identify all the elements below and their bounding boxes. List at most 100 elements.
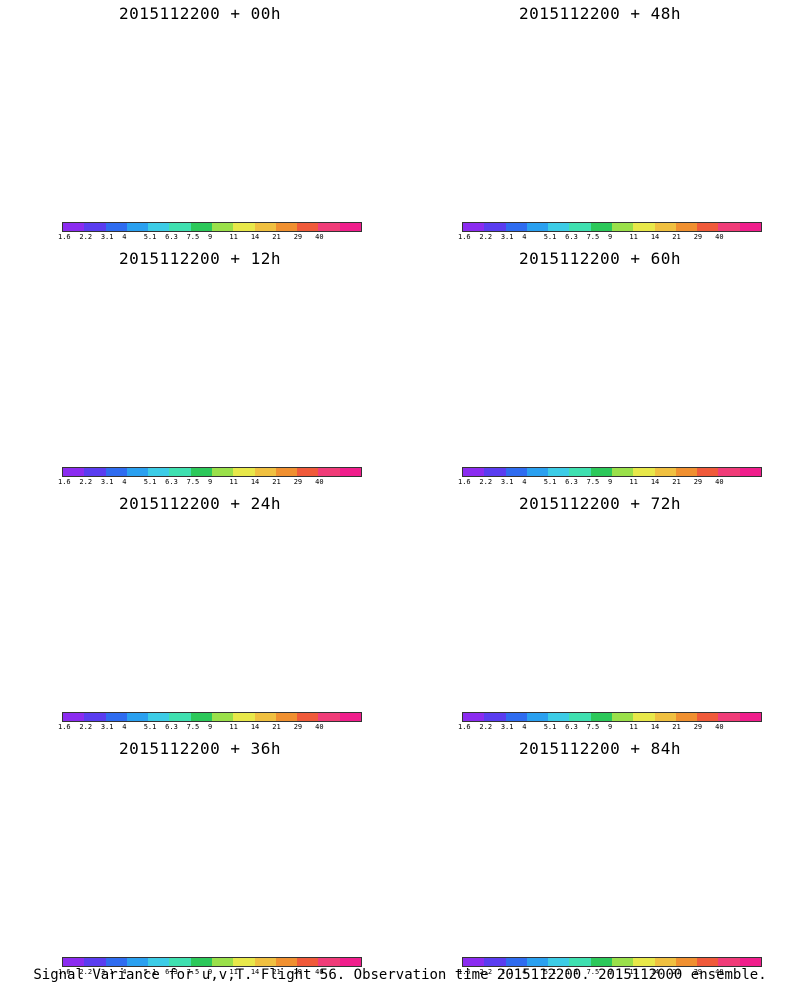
colorbar-label: 7.5 — [586, 723, 600, 731]
panel-title: 2015112200 + 48h — [518, 4, 682, 23]
colorbar-segment — [633, 713, 655, 721]
contour-blob — [487, 863, 590, 925]
graticule-line — [466, 490, 515, 675]
contour-blob — [575, 777, 703, 854]
contour-blob — [602, 853, 652, 883]
contour-blob — [485, 378, 556, 421]
colorbar-label: 7.5 — [186, 478, 200, 486]
contour-blob — [582, 832, 691, 898]
contour-blob — [558, 578, 724, 677]
colorbar-segment — [233, 468, 255, 476]
graticule-line — [466, 735, 515, 920]
contour-blob — [614, 564, 779, 663]
graticule-line — [66, 0, 115, 185]
contour-blob — [672, 561, 740, 602]
contour-blob — [256, 574, 366, 640]
contour-blob — [497, 89, 615, 160]
graticule-line — [243, 0, 268, 200]
colorbar-segment — [675, 468, 698, 476]
colorbar-label: 21 — [272, 478, 281, 486]
map-background — [0, 490, 400, 710]
colorbar-segment — [484, 468, 506, 476]
colorbar-segment — [484, 958, 506, 966]
contour-blob — [176, 780, 294, 851]
colorbar-label: 7.5 — [186, 233, 200, 241]
colorbar-label: 11 — [629, 233, 638, 241]
colorbar-segment — [654, 468, 676, 476]
colorbar-segment — [505, 958, 527, 966]
colorbar-segment — [339, 958, 361, 966]
colorbar — [462, 467, 762, 477]
colorbar-labels: 1.6 2.2 3.1 4 5.1 6.3 7.5 9 11 14 21 29 40 — [52, 478, 372, 488]
contour-blob — [627, 792, 768, 877]
contour-blob — [533, 809, 675, 894]
colorbar-label: 11 — [229, 233, 238, 241]
colorbar-label: 3.1 — [500, 968, 514, 976]
coastline — [30, 562, 380, 607]
contour-blob — [642, 850, 700, 885]
map-panel: 2015112200 + 60h 1.6 2.2 3.1 4 5.1 6.3 7.5 9 11 14… — [400, 245, 800, 490]
colorbar-label: 5.1 — [543, 478, 557, 486]
colorbar-segment — [190, 958, 212, 966]
colorbar-segment — [126, 223, 149, 231]
colorbar-label: 29 — [693, 968, 703, 976]
graticule-line — [532, 245, 557, 445]
colorbar-segment — [569, 223, 591, 231]
coastline — [430, 808, 780, 853]
contour-blob — [110, 290, 254, 376]
colorbar-label: 1.6 — [58, 968, 71, 976]
contour-blob — [215, 571, 345, 649]
colorbar-label: 29 — [293, 968, 303, 976]
contour-blob — [507, 578, 650, 664]
contour-blob — [552, 321, 668, 390]
colorbar-label: 9 — [608, 968, 613, 976]
coastline — [430, 318, 780, 361]
colorbar-label: 1.6 — [58, 723, 71, 731]
colorbar-label: 7.5 — [586, 478, 600, 486]
contour-map — [0, 735, 400, 955]
colorbar-label: 1.6 — [58, 233, 71, 241]
colorbar-segment — [318, 223, 340, 231]
graticule-line — [132, 490, 157, 690]
colorbar-label: 7.5 — [186, 968, 200, 976]
contour-blob — [163, 80, 267, 142]
contour-blob — [493, 40, 627, 120]
colorbar-segment — [611, 468, 634, 476]
colorbar-label: 29 — [293, 233, 303, 241]
colorbar-segment — [718, 468, 740, 476]
contour-blob — [98, 362, 224, 438]
contour-blob — [605, 825, 714, 890]
colorbar-segment — [611, 223, 634, 231]
colorbar-label: 21 — [272, 968, 281, 976]
colorbar-segment — [611, 713, 634, 721]
colorbar-label: 3.1 — [100, 968, 114, 976]
colorbar-label: 29 — [693, 723, 703, 731]
colorbar-segment — [611, 958, 634, 966]
colorbar-segment — [148, 958, 170, 966]
contour-blob — [498, 601, 591, 657]
colorbar-label: 5.1 — [543, 233, 557, 241]
contour-blob — [507, 78, 618, 145]
colorbar-segment — [463, 468, 485, 476]
contour-map — [0, 245, 400, 465]
colorbar-segment — [297, 958, 319, 966]
colorbar-segment — [318, 468, 340, 476]
colorbar-segment — [569, 958, 591, 966]
graticule-line — [686, 245, 735, 430]
colorbar-label: 6.3 — [565, 478, 578, 486]
colorbar-label: 5.1 — [143, 723, 157, 731]
colorbar-segment — [484, 223, 506, 231]
colorbar-label: 6.3 — [165, 478, 178, 486]
graticule-line — [643, 735, 668, 935]
contour-blob — [237, 839, 354, 909]
colorbar — [462, 957, 762, 967]
map-background — [400, 245, 800, 465]
colorbar-segment — [505, 223, 527, 231]
contour-blob — [130, 612, 246, 682]
contour-map — [400, 490, 800, 710]
colorbar-label: 3.1 — [500, 723, 514, 731]
contour-blob — [108, 30, 252, 117]
colorbar-segment — [126, 958, 149, 966]
colorbar-label: 14 — [250, 723, 260, 731]
colorbar-label: 4 — [122, 478, 127, 486]
